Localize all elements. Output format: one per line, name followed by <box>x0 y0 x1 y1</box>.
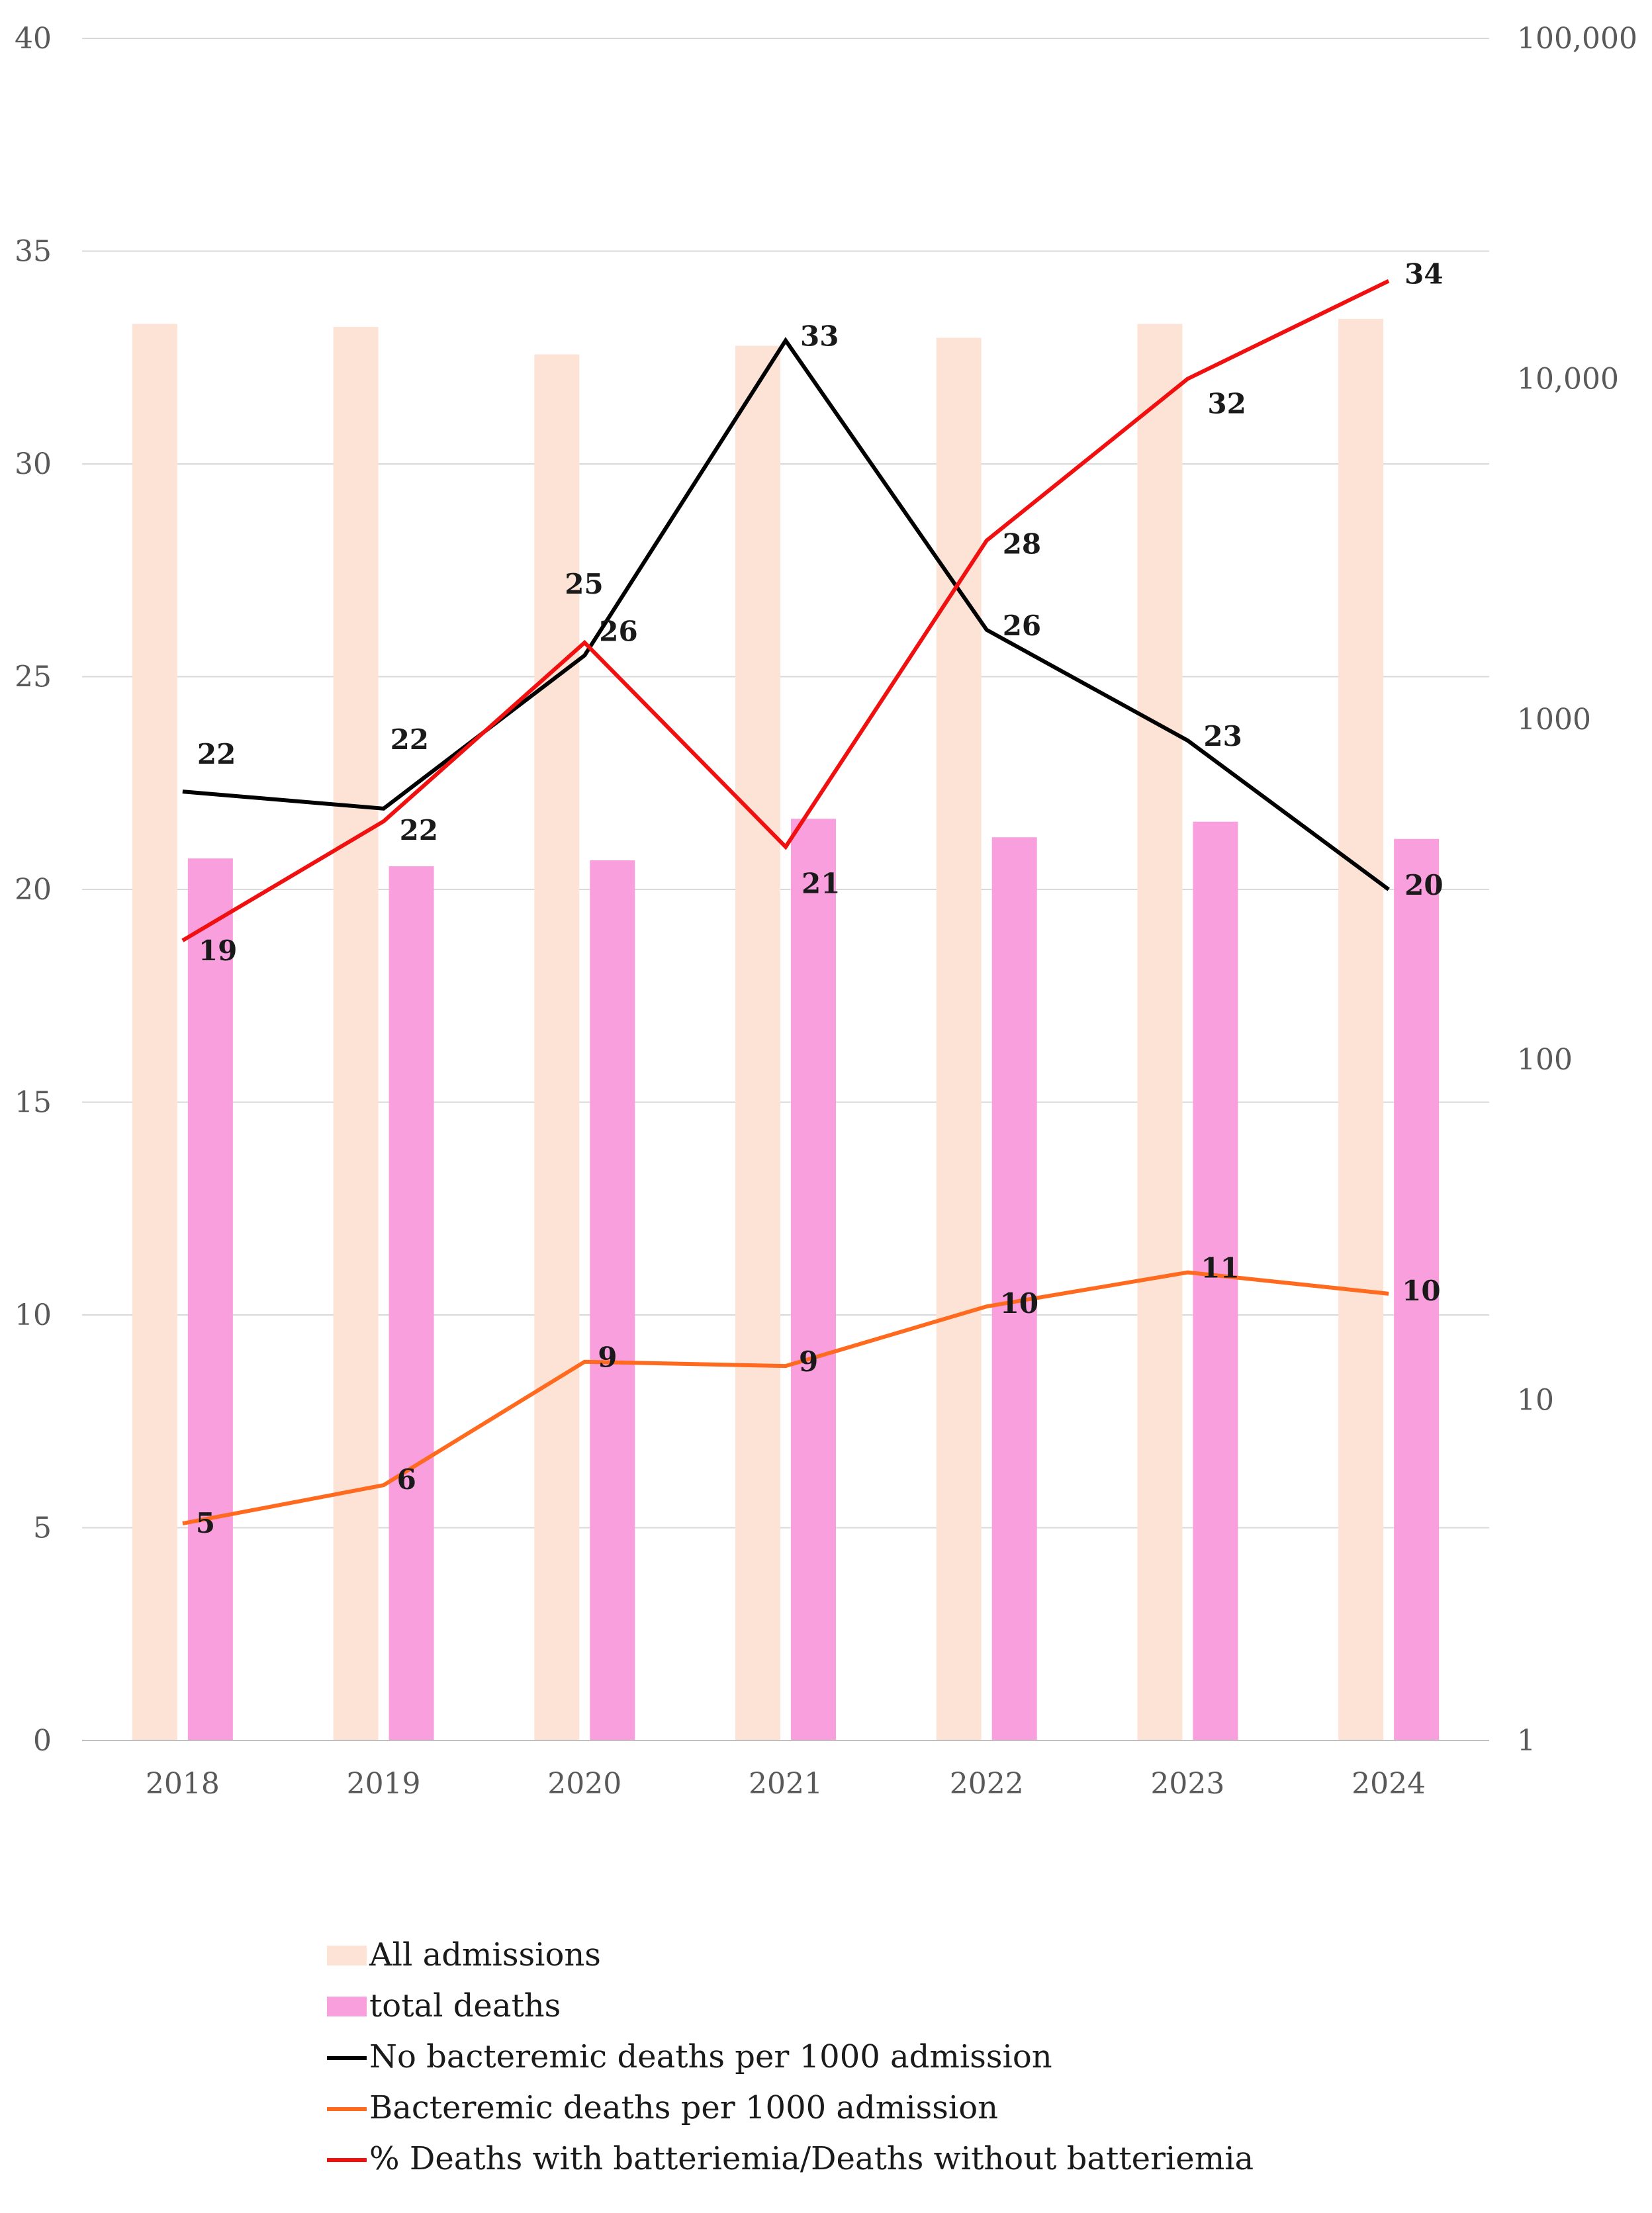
legend-label: total deaths <box>369 1987 561 2024</box>
bar <box>1394 838 1440 1740</box>
legend-label: All admissions <box>369 1936 601 1973</box>
right-axis-tick-label: 100,000 <box>1517 22 1637 56</box>
data-label: 22 <box>197 738 236 770</box>
data-label: 33 <box>800 320 839 353</box>
data-label: 22 <box>400 814 438 846</box>
bar <box>991 837 1037 1740</box>
data-label: 22 <box>390 723 429 756</box>
data-label: 26 <box>599 615 637 647</box>
data-label: 25 <box>565 568 603 600</box>
left-axis-tick-label: 5 <box>33 1512 52 1545</box>
gridlines <box>82 38 1489 1741</box>
left-axis-tick-label: 10 <box>15 1298 52 1332</box>
legend-swatch <box>327 1997 367 2016</box>
x-axis-tick-label: 2023 <box>1150 1767 1224 1801</box>
bar <box>1338 318 1384 1741</box>
left-axis-tick-label: 20 <box>15 873 52 907</box>
data-label: 6 <box>397 1463 416 1496</box>
x-axis-tick-label: 2021 <box>749 1767 823 1801</box>
bar-series-group <box>132 318 1440 1741</box>
legend-swatch <box>327 1946 367 1965</box>
data-label: 21 <box>802 868 840 900</box>
x-axis-tick-label: 2019 <box>347 1767 421 1801</box>
bar <box>791 819 836 1740</box>
data-label: 23 <box>1203 720 1242 752</box>
data-label: 9 <box>598 1341 617 1374</box>
data-label: 10 <box>1402 1275 1440 1307</box>
data-label: 5 <box>196 1507 215 1539</box>
left-axis-tick-label: 35 <box>15 235 52 269</box>
legend-label: No bacteremic deaths per 1000 admission <box>369 2038 1052 2075</box>
data-label: 10 <box>1000 1287 1038 1320</box>
left-axis-tick-label: 15 <box>15 1086 52 1120</box>
left-axis-tick-label: 30 <box>15 447 52 481</box>
legend-label: % Deaths with batteriemia/Deaths without… <box>369 2140 1254 2177</box>
x-axis-tick-label: 2022 <box>950 1767 1024 1801</box>
bar <box>1193 821 1238 1740</box>
left-axis-tick-label: 40 <box>15 22 52 56</box>
bar <box>1137 324 1183 1740</box>
bar <box>590 860 635 1740</box>
right-axis-tick-label: 10,000 <box>1517 362 1619 396</box>
x-axis-tick-label: 2020 <box>547 1767 621 1801</box>
bar <box>187 858 233 1740</box>
line-series-group <box>181 279 1390 1526</box>
bar <box>389 866 434 1740</box>
left-axis-tick-label: 0 <box>33 1724 52 1758</box>
legend-label: Bacteremic deaths per 1000 admission <box>369 2089 998 2126</box>
right-axis-tick-label: 1 <box>1517 1724 1536 1758</box>
bar <box>132 324 177 1740</box>
x-axis-tick-label: 2018 <box>146 1767 220 1801</box>
bar <box>936 338 982 1741</box>
data-label: 9 <box>799 1345 818 1378</box>
data-label: 19 <box>199 934 237 967</box>
left-axis-tick-label: 25 <box>15 660 52 694</box>
axes-group: 0 5 10 15 20 25 30 35 40 1 10 100 1000 10,000 100,000 2… <box>15 22 1637 1801</box>
data-label: 11 <box>1201 1252 1239 1285</box>
x-axis-tick-label: 2024 <box>1352 1767 1426 1801</box>
bar <box>534 354 580 1741</box>
legend: All admissions total deaths No bacteremic … <box>327 1936 1254 2177</box>
data-label: 26 <box>1003 610 1041 642</box>
right-axis-tick-label: 100 <box>1517 1043 1573 1077</box>
bar <box>333 327 379 1740</box>
data-labels-group: 22 22 26 33 26 23 20 5 6 9 9 10 11 10 19 22 25 21 28 32 34 <box>196 258 1444 1540</box>
data-label: 28 <box>1003 528 1041 561</box>
data-label: 34 <box>1404 258 1443 291</box>
right-axis-tick-label: 10 <box>1517 1384 1554 1418</box>
data-label: 20 <box>1404 869 1443 901</box>
bar <box>735 345 780 1740</box>
right-axis-tick-label: 1000 <box>1517 703 1591 737</box>
data-label: 32 <box>1207 387 1246 420</box>
